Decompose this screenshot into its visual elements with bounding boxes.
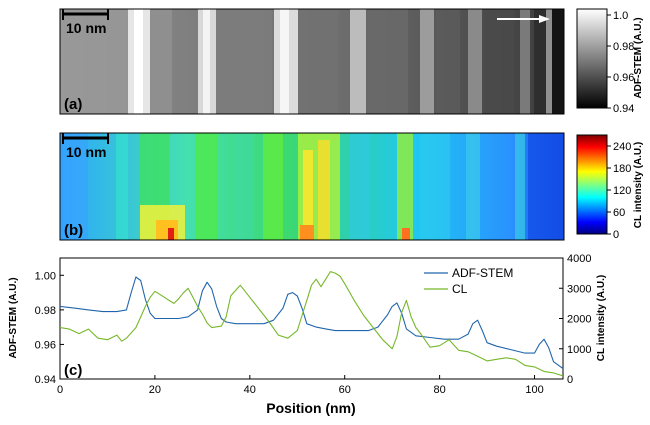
cl-map-features xyxy=(60,133,564,240)
y-tick-label: 0.96 xyxy=(35,339,56,351)
panel-a-direction-arrow xyxy=(497,15,550,23)
stem-colorbar-tick-label: 1.0 xyxy=(613,10,628,22)
y2-tick-label: 4000 xyxy=(567,253,591,265)
y2-tick-label: 2000 xyxy=(567,314,591,326)
y-axis-label: ADF-STEM (A.U.) xyxy=(8,277,19,358)
y-tick-label: 0.94 xyxy=(35,374,56,386)
stem-colorbar-tick-label: 0.94 xyxy=(613,103,634,115)
cl-colorbar-tick-label: 120 xyxy=(613,185,631,197)
y2-tick-label: 0 xyxy=(567,374,573,386)
panel-a-label: (a) xyxy=(64,96,82,113)
stem-image-stripes xyxy=(60,9,564,114)
legend-label-cl: CL xyxy=(452,282,468,296)
y-tick-label: 0.98 xyxy=(35,305,56,317)
chart-legend: ADF-STEM CL xyxy=(424,266,513,296)
y-axis-ticks: 0.94 0.96 0.98 1.00 xyxy=(35,270,64,386)
stem-colorbar-label: ADF-STEM (A.U.) xyxy=(633,17,644,98)
stem-colorbar-tick-label: 0.96 xyxy=(613,72,634,84)
panel-b-colorbar: 0 60 120 180 240 CL intensity (A.U.) xyxy=(576,134,644,241)
panel-b-scalebar: 10 nm xyxy=(62,133,109,160)
series-line-cl xyxy=(60,271,563,377)
y-tick-label: 1.00 xyxy=(35,270,56,282)
x-tick-label: 20 xyxy=(149,384,161,396)
stem-colorbar-gradient xyxy=(576,8,608,109)
y2-tick-label: 3000 xyxy=(567,283,591,295)
x-tick-label: 0 xyxy=(57,384,63,396)
series-line-adf-stem xyxy=(60,276,563,370)
cl-colorbar-gradient xyxy=(576,134,608,235)
panel-a-colorbar: 0.94 0.96 0.98 1.0 ADF-STEM (A.U.) xyxy=(576,8,644,115)
panel-b-scalebar-label: 10 nm xyxy=(66,144,106,160)
y2-axis-ticks: 0 1000 2000 3000 4000 xyxy=(559,253,591,386)
legend-label-adf-stem: ADF-STEM xyxy=(452,266,513,280)
panel-c-label: (c) xyxy=(64,362,82,379)
cl-colorbar-label: CL intensity (A.U.) xyxy=(633,142,644,228)
panel-c-chart: 0 20 40 60 80 100 0.94 0.96 0.98 1.00 0 1000 2000 3… xyxy=(8,253,607,416)
x-tick-label: 40 xyxy=(244,384,256,396)
cl-colorbar-tick-label: 180 xyxy=(613,163,631,175)
panel-a-scalebar: 10 nm xyxy=(62,9,109,36)
panel-b-cl-map xyxy=(59,132,565,241)
cl-colorbar-tick-label: 60 xyxy=(613,207,625,219)
stem-colorbar-tick-label: 0.98 xyxy=(613,41,634,53)
cl-colorbar-ticks: 0 60 120 180 240 xyxy=(607,141,631,241)
panel-b-label: (b) xyxy=(64,222,83,239)
panel-a-stem-image xyxy=(59,8,565,115)
y2-axis-label: CL intensity (A.U.) xyxy=(596,275,607,361)
x-tick-label: 80 xyxy=(433,384,445,396)
chart-series xyxy=(60,271,563,377)
cl-colorbar-tick-label: 240 xyxy=(613,141,631,153)
panel-a-scalebar-label: 10 nm xyxy=(66,20,106,36)
x-tick-label: 60 xyxy=(339,384,351,396)
x-axis-label: Position (nm) xyxy=(266,400,355,416)
y2-tick-label: 1000 xyxy=(567,344,591,356)
x-axis-ticks: 0 20 40 60 80 100 xyxy=(57,375,544,396)
x-tick-label: 100 xyxy=(525,384,543,396)
stem-colorbar-ticks: 0.94 0.96 0.98 1.0 xyxy=(607,10,634,115)
cl-colorbar-tick-label: 0 xyxy=(613,229,619,241)
